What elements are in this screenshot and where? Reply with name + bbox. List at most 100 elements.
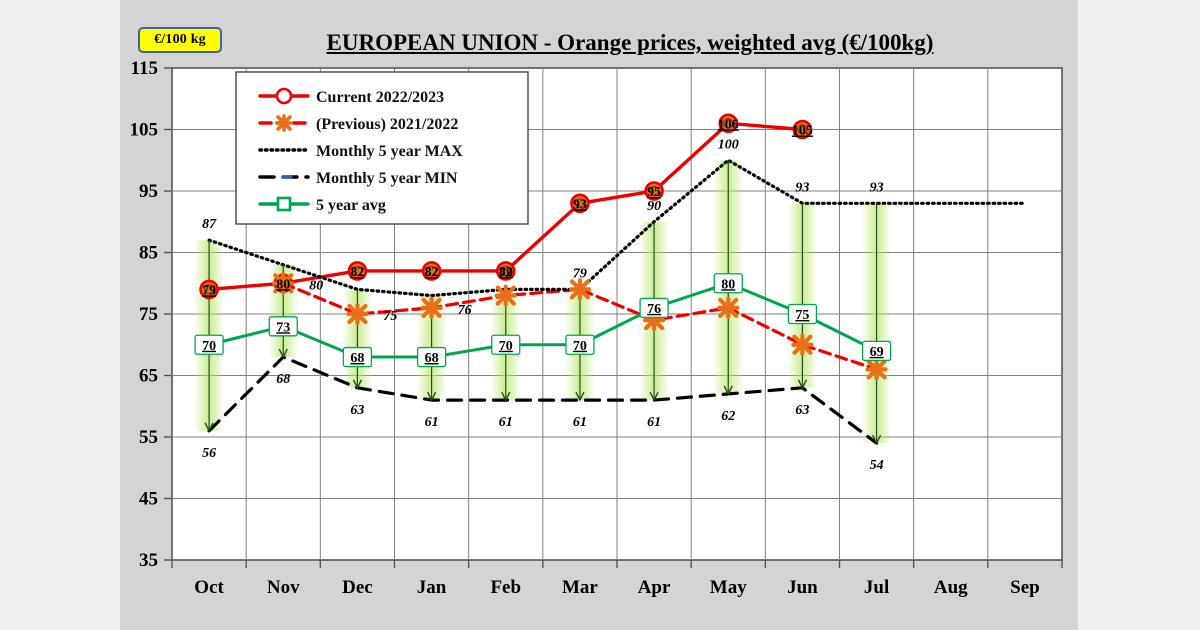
data-label: 80 xyxy=(309,278,323,293)
marker-current xyxy=(199,279,219,300)
marker-current xyxy=(644,181,664,201)
data-label: 62 xyxy=(721,409,735,424)
data-label-box xyxy=(491,334,521,355)
marker-previous xyxy=(568,278,592,301)
data-label: 61 xyxy=(647,415,661,430)
data-label: 79 xyxy=(499,266,513,281)
x-tick-label-aug: Aug xyxy=(934,577,968,598)
marker-previous xyxy=(717,296,740,319)
data-label: 79 xyxy=(573,266,587,281)
data-label: 70 xyxy=(499,339,513,354)
data-label: 105 xyxy=(792,124,813,139)
legend-label-max: Monthly 5 year MAX xyxy=(316,143,463,160)
y-tick-label: 95 xyxy=(139,181,158,202)
series-line-avg xyxy=(207,281,879,359)
data-label: 54 xyxy=(870,458,884,473)
x-tick-label-sep: Sep xyxy=(1010,577,1040,598)
y-tick-label: 85 xyxy=(139,243,158,264)
marker-current xyxy=(347,261,368,281)
data-label-box xyxy=(861,340,892,362)
data-label: 80 xyxy=(721,277,735,292)
marker-previous xyxy=(642,309,666,332)
data-label: 93 xyxy=(573,197,587,212)
data-label: 73 xyxy=(276,320,290,335)
series-line-previous xyxy=(281,281,879,371)
data-label: 106 xyxy=(718,117,739,132)
data-label-box xyxy=(565,334,595,355)
x-tick-label-dec: Dec xyxy=(342,577,373,598)
y-tick-label: 65 xyxy=(139,366,158,387)
chart-legend: Current 2022/2023 (Previous) 2021/2022 Mon… xyxy=(235,71,529,225)
data-label-box xyxy=(713,273,743,294)
data-labels-layer: 79 80 82 82 82 93 95 106 105 80 75 76 87 79 79 90 100 93 9… xyxy=(194,117,892,473)
data-label: 63 xyxy=(350,403,364,418)
marker-current xyxy=(495,261,516,281)
y-tick-label: 35 xyxy=(139,550,158,571)
y-tick-label: 115 xyxy=(131,58,158,79)
data-label: 69 xyxy=(870,345,884,360)
data-label-box xyxy=(268,316,298,337)
x-tick-label-oct: Oct xyxy=(194,577,224,598)
data-label: 82 xyxy=(499,265,513,280)
marker-current xyxy=(792,119,813,140)
x-tick-label-mar: Mar xyxy=(562,577,598,598)
data-label: 56 xyxy=(202,446,216,461)
data-label-box xyxy=(639,297,669,319)
marker-current xyxy=(421,261,442,281)
unit-badge: €/100 kg xyxy=(138,27,222,53)
marker-previous xyxy=(272,272,295,295)
data-label: 75 xyxy=(795,308,809,323)
legend-label-current: Current 2022/2023 xyxy=(316,89,444,106)
data-label: 68 xyxy=(425,351,439,366)
data-label: 61 xyxy=(425,415,439,430)
data-label: 93 xyxy=(795,180,809,195)
data-label: 61 xyxy=(573,415,587,430)
marker-previous xyxy=(791,333,814,356)
data-label: 76 xyxy=(458,303,472,318)
chart-title: EUROPEAN UNION - Orange prices, weighted… xyxy=(326,30,934,55)
marker-current xyxy=(718,113,739,134)
x-tick-label-apr: Apr xyxy=(638,577,671,598)
y-axis-labels: 35 45 55 65 75 85 95 105 115 xyxy=(130,58,159,571)
marker-previous xyxy=(865,358,888,381)
marker-previous xyxy=(494,284,517,307)
data-label: 80 xyxy=(276,277,290,292)
legend-label-previous: (Previous) 2021/2022 xyxy=(316,116,458,133)
data-label: 61 xyxy=(499,415,513,430)
y-tick-label: 45 xyxy=(139,489,158,510)
y-tick-label: 55 xyxy=(139,427,158,448)
data-label: 68 xyxy=(276,372,290,387)
data-label: 68 xyxy=(350,351,364,366)
marker-previous xyxy=(420,296,443,319)
data-label: 93 xyxy=(870,180,884,195)
data-label: 82 xyxy=(350,265,364,280)
x-tick-label-jun: Jun xyxy=(787,577,818,598)
series-line-max xyxy=(207,158,1027,298)
x-tick-label-jan: Jan xyxy=(417,577,447,598)
chart-panel: €/100 kg EUROPEAN UNION - Orange prices,… xyxy=(120,0,1078,630)
x-axis-labels: Oct Nov Dec Jan Feb Mar Apr May Jun Jul Aug Sep xyxy=(194,577,1039,598)
data-label: 82 xyxy=(425,265,439,280)
data-label: 75 xyxy=(383,309,397,324)
y-tick-label: 105 xyxy=(130,120,159,141)
x-tick-label-may: May xyxy=(710,577,747,598)
data-label: 90 xyxy=(647,199,661,214)
marker-current xyxy=(570,193,590,214)
data-label: 79 xyxy=(202,283,216,298)
data-label-box xyxy=(342,346,373,368)
data-label: 63 xyxy=(795,403,809,418)
data-label: 70 xyxy=(573,339,587,354)
data-label: 100 xyxy=(718,137,739,152)
legend-label-avg: 5 year avg xyxy=(316,197,386,214)
price-line-chart: 35 45 55 65 75 85 95 105 115 Oct Nov Dec Jan Feb Mar A… xyxy=(130,58,1063,598)
data-label-box xyxy=(787,303,818,325)
series-line-min xyxy=(207,355,879,445)
data-label: 70 xyxy=(202,339,216,354)
x-tick-label-jul: Jul xyxy=(864,577,889,598)
data-label: 76 xyxy=(647,302,661,317)
x-tick-label-feb: Feb xyxy=(490,577,521,598)
marker-previous xyxy=(346,302,369,326)
data-label: 87 xyxy=(202,217,217,232)
data-label: 95 xyxy=(647,185,661,200)
